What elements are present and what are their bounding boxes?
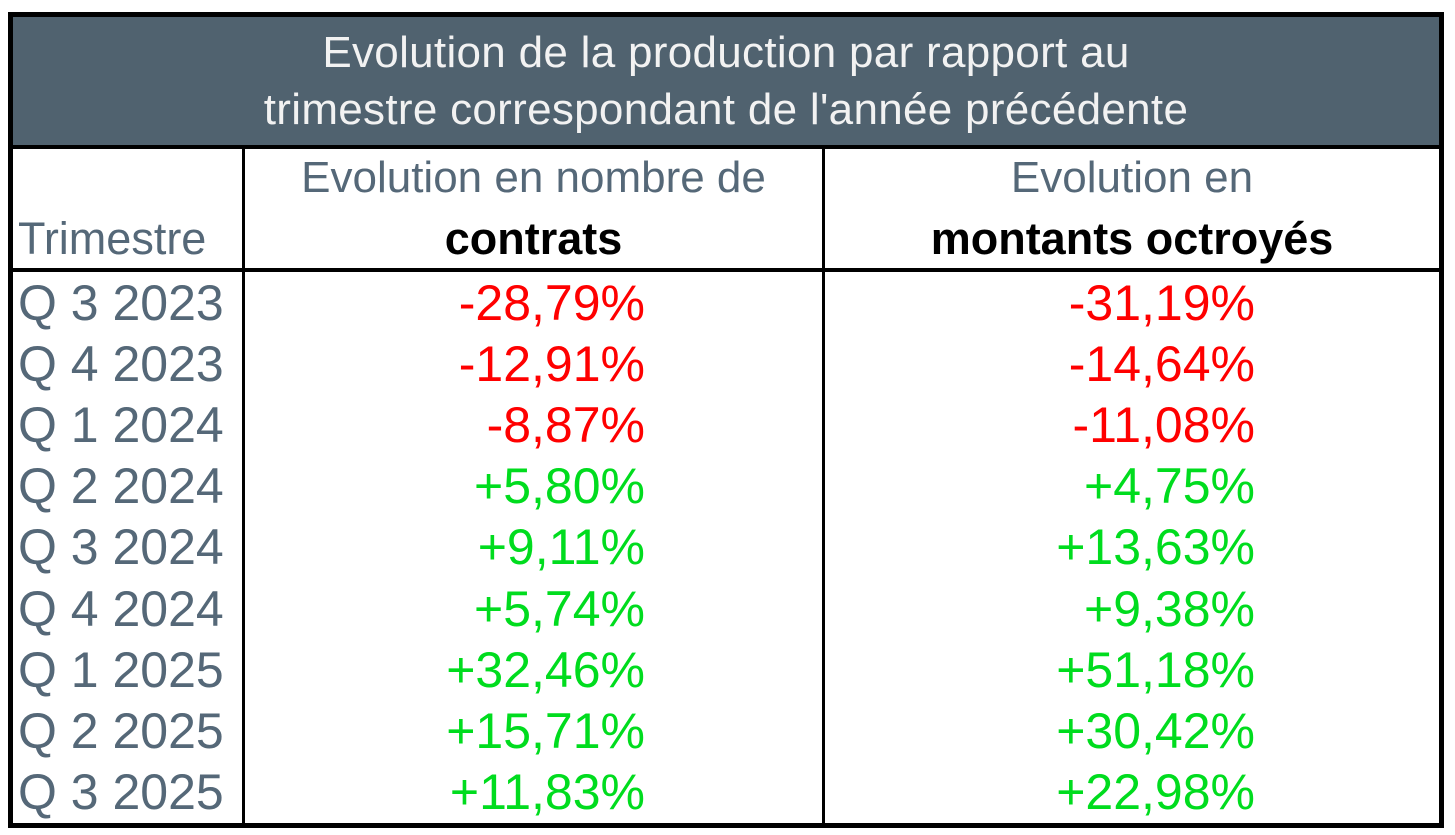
contracts-value: -28,79%	[245, 272, 825, 334]
table-title-line2: trimestre correspondant de l'année précé…	[263, 85, 1189, 134]
amounts-value: +13,63%	[1056, 519, 1255, 576]
column-header-trimestre-label: Trimestre	[18, 212, 207, 264]
quarter-label: Q 1 2025	[13, 639, 245, 701]
contracts-value: +15,71%	[245, 700, 825, 762]
contracts-value: +32,46%	[245, 639, 825, 701]
quarter-label: Q 3 2025	[13, 761, 245, 823]
contracts-value: -8,87%	[245, 394, 825, 456]
column-header-amounts-bold: montants octroyés	[930, 213, 1334, 264]
quarter-label: Q 4 2023	[13, 333, 245, 395]
amounts-value: -11,08%	[1072, 397, 1255, 454]
column-header-amounts: Evolution en montants octroyés	[825, 149, 1439, 272]
contracts-value: +9,11%	[245, 516, 825, 579]
table-title-line1: Evolution de la production par rapport a…	[322, 28, 1130, 77]
contracts-value: +11,83%	[245, 761, 825, 823]
production-evolution-table: Evolution de la production par rapport a…	[8, 12, 1444, 828]
column-header-trimestre: Trimestre	[13, 149, 245, 272]
contracts-value: +5,80%	[245, 455, 825, 517]
amounts-value: -14,64%	[1068, 335, 1255, 392]
quarter-label: Q 4 2024	[13, 578, 245, 640]
amounts-value: +30,42%	[1056, 703, 1255, 760]
column-header-contracts-bold: contrats	[444, 213, 623, 264]
quarter-label: Q 3 2024	[13, 516, 245, 579]
column-header-contracts: Evolution en nombre de contrats	[245, 149, 825, 272]
amounts-value: -31,19%	[1068, 274, 1255, 331]
table-title: Evolution de la production par rapport a…	[13, 17, 1439, 149]
column-header-contracts-top: Evolution en nombre de	[301, 153, 766, 202]
column-header-amounts-top: Evolution en	[1010, 153, 1254, 202]
contracts-value: +5,74%	[245, 578, 825, 640]
contracts-value: -12,91%	[245, 333, 825, 395]
quarter-label: Q 2 2024	[13, 455, 245, 517]
quarter-label: Q 2 2025	[13, 700, 245, 762]
amounts-value: +4,75%	[1084, 458, 1255, 515]
amounts-value: +22,98%	[1056, 764, 1255, 821]
quarter-label: Q 3 2023	[13, 272, 245, 334]
amounts-value: +51,18%	[1056, 641, 1255, 698]
amounts-value: +9,38%	[1084, 580, 1255, 637]
quarter-label: Q 1 2024	[13, 394, 245, 456]
